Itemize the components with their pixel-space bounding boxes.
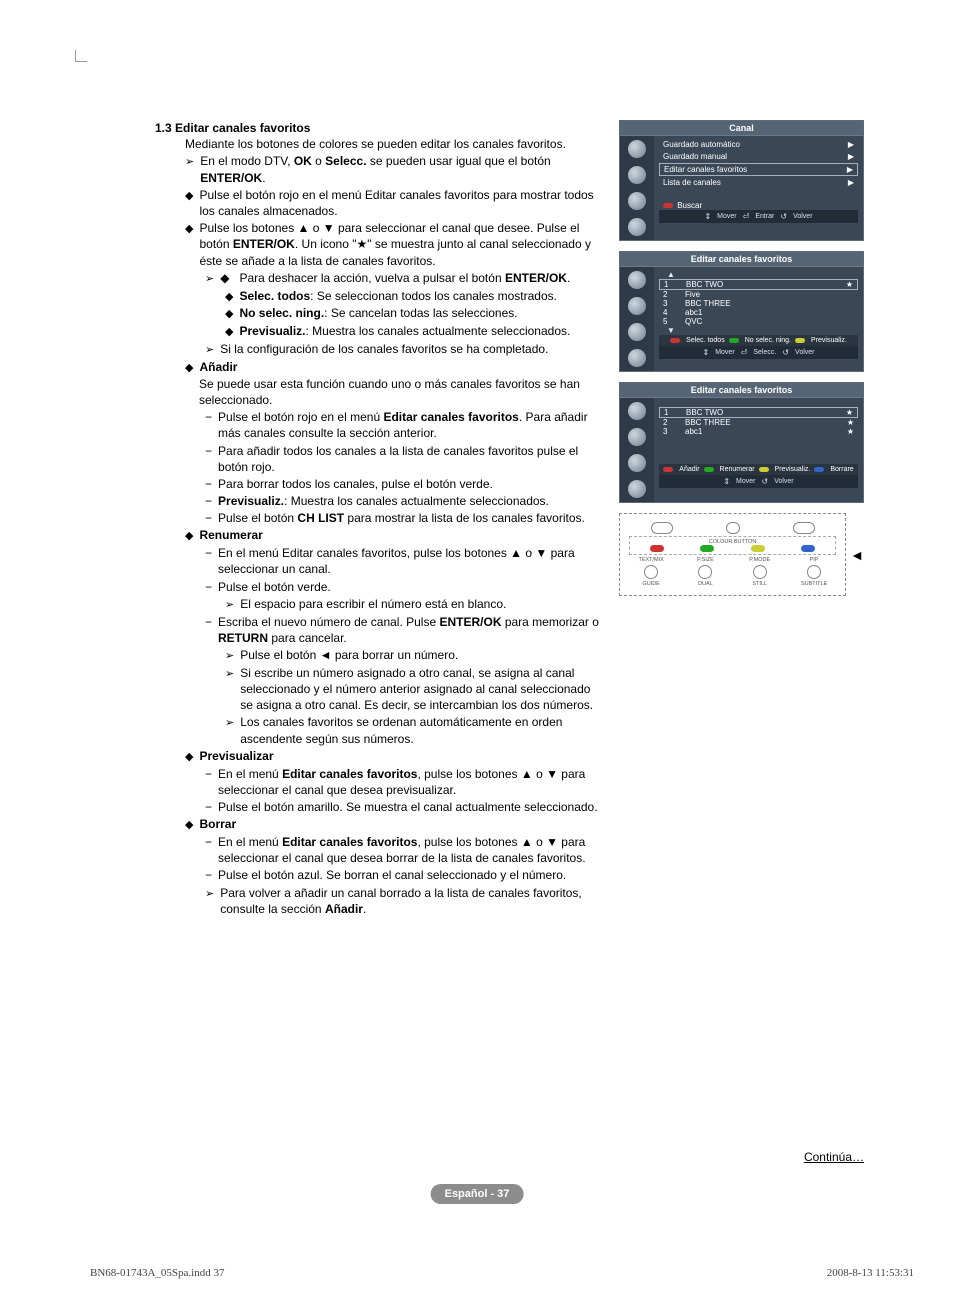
remote-red-button <box>650 545 664 552</box>
borrar-heading: Borrar <box>199 816 236 833</box>
arrow-icon <box>205 270 214 287</box>
remote-button <box>753 565 767 579</box>
osd-menu-item: Guardado manual▶ <box>659 151 858 162</box>
crop-mark <box>75 50 87 62</box>
arrow-icon <box>185 153 194 185</box>
osd-channel-row: 3abc1★ <box>659 427 858 436</box>
osd-title: Canal <box>620 121 863 136</box>
remote-button <box>644 565 658 579</box>
body-text: 1.3 Editar canales favoritos Mediante lo… <box>155 120 604 917</box>
diamond-icon <box>185 748 193 765</box>
remote-button <box>726 522 740 534</box>
prev-heading: Previsualizar <box>199 748 273 765</box>
remote-blue-button <box>801 545 815 552</box>
osd-side-icon <box>628 166 646 184</box>
osd-panel-channel: Canal Guardado automático▶Guardado manua… <box>619 120 864 241</box>
diamond-icon <box>185 816 193 833</box>
remote-button <box>807 565 821 579</box>
pointer-icon: ◄ <box>850 547 864 563</box>
arrow-icon <box>205 341 214 358</box>
remote-green-button <box>700 545 714 552</box>
osd-side-icon <box>628 480 646 498</box>
remote-yellow-button <box>751 545 765 552</box>
osd-side-icon <box>628 297 646 315</box>
osd-side-icon <box>628 428 646 446</box>
osd-title: Editar canales favoritos <box>620 252 863 267</box>
osd-panel-editfav-2: Editar canales favoritos 1BBC TWO★2BBC T… <box>619 382 864 503</box>
osd-menu-item: Lista de canales▶ <box>659 177 858 188</box>
osd-channel-row: 5QVC <box>659 317 858 326</box>
remote-button <box>651 522 673 534</box>
arrows-line: Pulse los botones ▲ o ▼ para seleccionar… <box>199 220 604 269</box>
osd-title: Editar canales favoritos <box>620 383 863 398</box>
diamond-icon <box>185 359 193 376</box>
osd-side-icon <box>628 218 646 236</box>
diamond-icon <box>185 187 193 219</box>
osd-menu-item: Guardado automático▶ <box>659 139 858 150</box>
diamond-icon <box>225 323 233 340</box>
osd-panel-editfav-1: Editar canales favoritos ▲1BBC TWO★2Five… <box>619 251 864 372</box>
diamond-icon <box>185 220 193 269</box>
red-btn-line: Pulse el botón rojo en el menú Editar ca… <box>199 187 604 219</box>
remote-diagram: COLOUR BUTTON TEXT/MIXP.SIZEP.MODEPIP G <box>619 513 846 596</box>
continua-label: Continúa… <box>804 1150 864 1164</box>
diamond-icon <box>225 305 233 322</box>
osd-channel-row: 2BBC THREE★ <box>659 418 858 427</box>
diamond-icon <box>225 288 233 305</box>
osd-side-icon <box>628 140 646 158</box>
osd-menu-item: Editar canales favoritos▶ <box>659 163 858 176</box>
intro-text: Mediante los botones de colores se puede… <box>155 136 604 152</box>
osd-side-icon <box>628 349 646 367</box>
renum-heading: Renumerar <box>199 527 262 544</box>
osd-channel-row: 1BBC TWO★ <box>659 279 858 290</box>
osd-channel-row: 4abc1 <box>659 308 858 317</box>
osd-side-icon <box>628 454 646 472</box>
page-number-badge: Español - 37 <box>431 1184 524 1204</box>
section-heading: 1.3 Editar canales favoritos <box>155 120 604 136</box>
osd-channel-row: 3BBC THREE <box>659 299 858 308</box>
osd-side-icon <box>628 402 646 420</box>
osd-channel-row: 1BBC TWO★ <box>659 407 858 418</box>
footer-timestamp: 2008-8-13 11:53:31 <box>827 1267 914 1279</box>
osd-side-icon <box>628 323 646 341</box>
footer-file: BN68-01743A_05Spa.indd 37 <box>90 1267 224 1279</box>
footer: BN68-01743A_05Spa.indd 37 2008-8-13 11:5… <box>90 1267 914 1279</box>
diamond-icon <box>185 527 193 544</box>
osd-side-icon <box>628 271 646 289</box>
remote-button <box>793 522 815 534</box>
osd-side-icon <box>628 192 646 210</box>
undo-line: Para deshacer la acción, vuelva a pulsar… <box>239 270 570 287</box>
remote-button <box>698 565 712 579</box>
dtv-line: En el modo DTV, OK o Selecc. se pueden u… <box>200 153 604 185</box>
osd-channel-row: 2Five <box>659 290 858 299</box>
anadir-heading: Añadir <box>199 359 237 376</box>
